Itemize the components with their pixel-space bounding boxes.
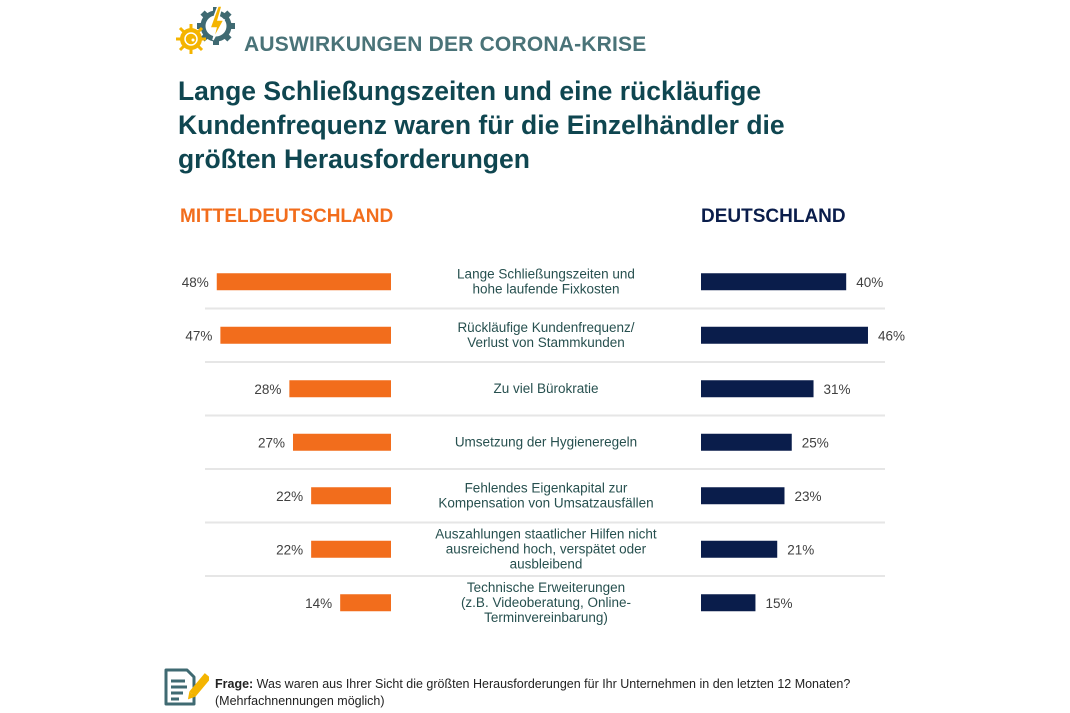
category-label-line: Rückläufige Kundenfrequenz/	[457, 320, 634, 335]
value-label-mitteldeutschland: 48%	[182, 275, 209, 290]
value-label-deutschland: 23%	[794, 489, 821, 504]
category-label: Rückläufige Kundenfrequenz/Verlust von S…	[457, 320, 634, 350]
value-label-mitteldeutschland: 28%	[254, 382, 281, 397]
bar-mitteldeutschland	[340, 594, 391, 612]
bar-mitteldeutschland	[311, 487, 391, 505]
category-label: Auszahlungen staatlicher Hilfen nicht aus…	[435, 526, 657, 571]
value-label-deutschland: 31%	[824, 382, 851, 397]
legend-deutschland: DEUTSCHLAND	[701, 206, 846, 227]
category-label: Umsetzung der Hygieneregeln	[455, 434, 637, 449]
value-label-deutschland: 40%	[856, 275, 883, 290]
bar-deutschland	[701, 273, 847, 291]
survey-question: Frage: Was waren aus Ihrer Sicht die grö…	[215, 676, 915, 710]
bar-deutschland	[701, 326, 868, 344]
value-label-deutschland: 15%	[765, 596, 792, 611]
category-label-line: Terminvereinbarung)	[484, 610, 608, 625]
category-label-line: Auszahlungen staatlicher Hilfen nicht	[435, 526, 657, 541]
bar-deutschland	[701, 433, 792, 451]
value-label-mitteldeutschland: 22%	[276, 542, 303, 557]
value-label-mitteldeutschland: 14%	[305, 596, 332, 611]
question-label: Frage:	[215, 677, 254, 691]
bar-mitteldeutschland	[292, 433, 391, 451]
value-label-deutschland: 21%	[787, 542, 814, 557]
section-kicker: AUSWIRKUNGEN DER CORONA-KRISE	[244, 33, 647, 56]
bar-mitteldeutschland	[289, 380, 391, 398]
bar-deutschland	[701, 540, 778, 558]
questionnaire-pencil-icon	[164, 668, 209, 706]
category-label-line: ausbleibend	[510, 556, 583, 571]
question-note: (Mehrfachnennungen möglich)	[215, 694, 385, 708]
question-text: Was waren aus Ihrer Sicht die größten He…	[253, 677, 851, 691]
virus-icon	[176, 24, 206, 54]
legend-mitteldeutschland: MITTELDEUTSCHLAND	[180, 206, 394, 227]
bar-deutschland	[701, 594, 756, 612]
value-label-deutschland: 46%	[878, 328, 905, 343]
category-label: Fehlendes Eigenkapital zur Kompensation v…	[438, 480, 653, 510]
category-label-line: Lange Schließungszeiten und	[457, 266, 635, 281]
bar-deutschland	[701, 380, 814, 398]
bar-deutschland	[701, 487, 785, 505]
category-label: Lange Schließungszeiten und hohe laufende…	[457, 266, 635, 296]
virus-gear-lightning-icon	[176, 6, 235, 54]
category-label-line: (z.B. Videoberatung, Online-	[461, 595, 631, 610]
category-label-line: Verlust von Stammkunden	[467, 335, 625, 350]
value-label-deutschland: 25%	[802, 435, 829, 450]
bar-mitteldeutschland	[216, 273, 391, 291]
category-label-line: Technische Erweiterungen	[467, 580, 625, 595]
category-label-line: Kompensation von Umsatzausfällen	[438, 495, 653, 510]
value-label-mitteldeutschland: 22%	[276, 489, 303, 504]
value-label-mitteldeutschland: 27%	[258, 435, 285, 450]
bar-mitteldeutschland	[311, 540, 391, 558]
category-label-line: hohe laufende Fixkosten	[472, 281, 619, 296]
value-label-mitteldeutschland: 47%	[185, 328, 212, 343]
bar-mitteldeutschland	[220, 326, 391, 344]
category-label-line: ausreichend hoch, verspätet oder	[446, 541, 647, 556]
page-title: Lange Schließungszeiten und eine rückläu…	[178, 76, 785, 174]
category-label: Technische Erweiterungen (z.B. Videoberat…	[461, 580, 631, 625]
category-label-line: Fehlendes Eigenkapital zur	[465, 480, 628, 495]
category-label-line: Umsetzung der Hygieneregeln	[455, 434, 637, 449]
category-label: Zu viel Bürokratie	[493, 381, 598, 396]
category-label-line: Zu viel Bürokratie	[493, 381, 598, 396]
